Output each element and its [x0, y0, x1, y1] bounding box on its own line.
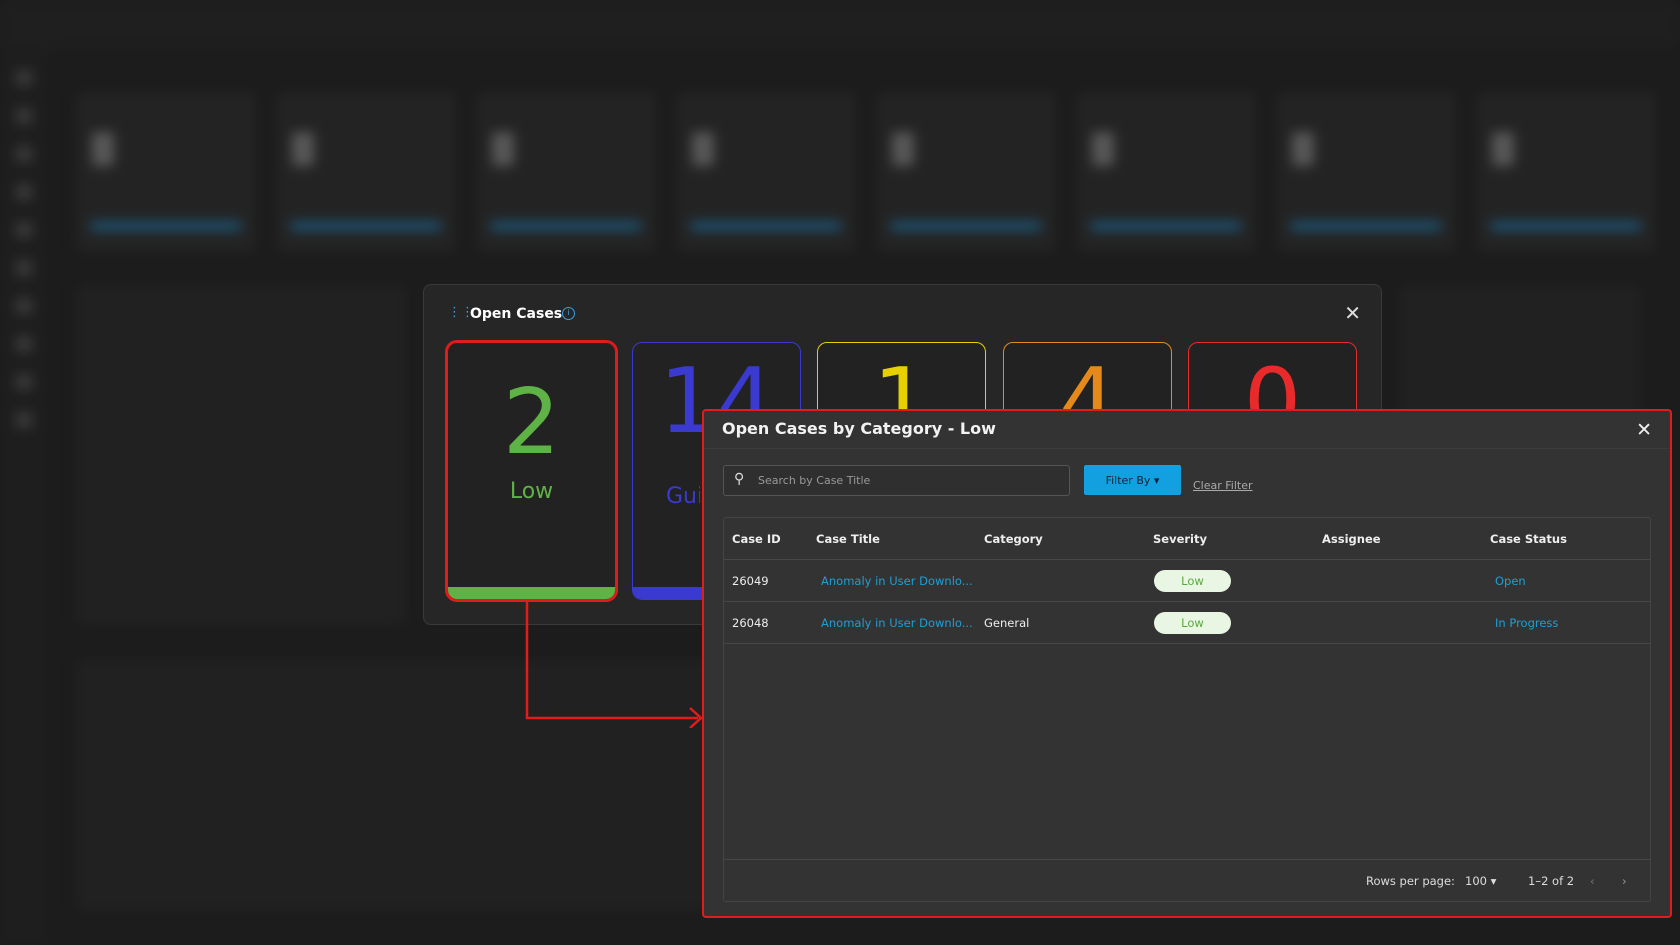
stat-card: [676, 92, 856, 252]
rows-per-page-label: Rows per page:: [1366, 874, 1455, 888]
case-title-link[interactable]: Anomaly in User Downlo...: [821, 616, 973, 630]
card-count: 2: [502, 370, 561, 475]
column-header[interactable]: Assignee: [1322, 532, 1381, 546]
case-status: Open: [1495, 574, 1526, 588]
sidebar: [0, 48, 48, 945]
column-header[interactable]: Case ID: [732, 532, 781, 546]
case-title-link[interactable]: Anomaly in User Downlo...: [821, 574, 973, 588]
top-bar: [0, 0, 1680, 48]
modal-title: Open Cases by Category - Low: [722, 419, 996, 438]
search-input[interactable]: [758, 466, 1058, 495]
open-cases-by-category-modal: Open Cases by Category - Low ✕ ⚲ Filter …: [702, 409, 1672, 918]
stat-card: [876, 92, 1056, 252]
table-header: Case ID Case Title Category Severity Ass…: [724, 518, 1650, 560]
case-status: In Progress: [1495, 616, 1559, 630]
column-header[interactable]: Severity: [1153, 532, 1207, 546]
card-count: 0: [1243, 349, 1302, 454]
column-header[interactable]: Case Title: [816, 532, 880, 546]
info-icon[interactable]: i: [562, 307, 575, 320]
background-panel: [76, 285, 406, 625]
severity-badge: Low: [1154, 570, 1231, 592]
close-icon[interactable]: ✕: [1636, 419, 1652, 441]
filter-by-label: Filter By: [1105, 473, 1151, 487]
prev-page-icon[interactable]: ‹: [1590, 874, 1595, 888]
modal-header: Open Cases by Category - Low ✕: [704, 411, 1670, 449]
card-label: Guidance: [666, 484, 700, 509]
table-row[interactable]: 26048 Anomaly in User Downlo... General …: [724, 602, 1650, 644]
case-id: 26048: [732, 616, 769, 630]
card-count: 4: [1058, 349, 1117, 454]
clear-filter-link[interactable]: Clear Filter: [1193, 479, 1253, 492]
case-category: General: [984, 616, 1030, 630]
drag-handle-icon[interactable]: ⋮⋮: [448, 305, 474, 320]
next-page-icon[interactable]: ›: [1622, 874, 1627, 888]
stat-card: [1276, 92, 1456, 252]
severity-card[interactable]: 2 Low: [445, 340, 618, 602]
page-range: 1–2 of 2: [1528, 874, 1575, 888]
case-id: 26049: [732, 574, 769, 588]
close-icon[interactable]: ✕: [1344, 301, 1361, 325]
cases-table: Case ID Case Title Category Severity Ass…: [723, 517, 1651, 902]
column-header[interactable]: Category: [984, 532, 1043, 546]
rows-per-page-select[interactable]: 100 ▾: [1465, 874, 1497, 888]
table-row[interactable]: 26049 Anomaly in User Downlo... Low Open: [724, 560, 1650, 602]
stat-card: [276, 92, 456, 252]
severity-badge: Low: [1154, 612, 1231, 634]
table-pagination: Rows per page: 100 ▾ 1–2 of 2 ‹ ›: [724, 859, 1650, 901]
column-header[interactable]: Case Status: [1490, 532, 1567, 546]
stat-card: [1076, 92, 1256, 252]
card-count: 1: [872, 349, 931, 454]
highlight-arrow: [525, 600, 703, 728]
search-icon: ⚲: [734, 471, 745, 487]
card-label: Low: [509, 479, 554, 504]
filter-by-button[interactable]: Filter By ▾: [1084, 465, 1181, 495]
panel-title: Open Cases: [470, 306, 563, 322]
card-count: 14: [659, 349, 774, 454]
rows-per-page-value: 100: [1465, 874, 1487, 888]
caret-down-icon: ▾: [1153, 473, 1160, 487]
search-box: ⚲: [723, 465, 1070, 496]
card-footer-bar: [448, 587, 615, 599]
stat-card: [76, 92, 256, 252]
stat-card: [476, 92, 656, 252]
stat-card: [1476, 92, 1656, 252]
background-panel: [76, 660, 716, 910]
